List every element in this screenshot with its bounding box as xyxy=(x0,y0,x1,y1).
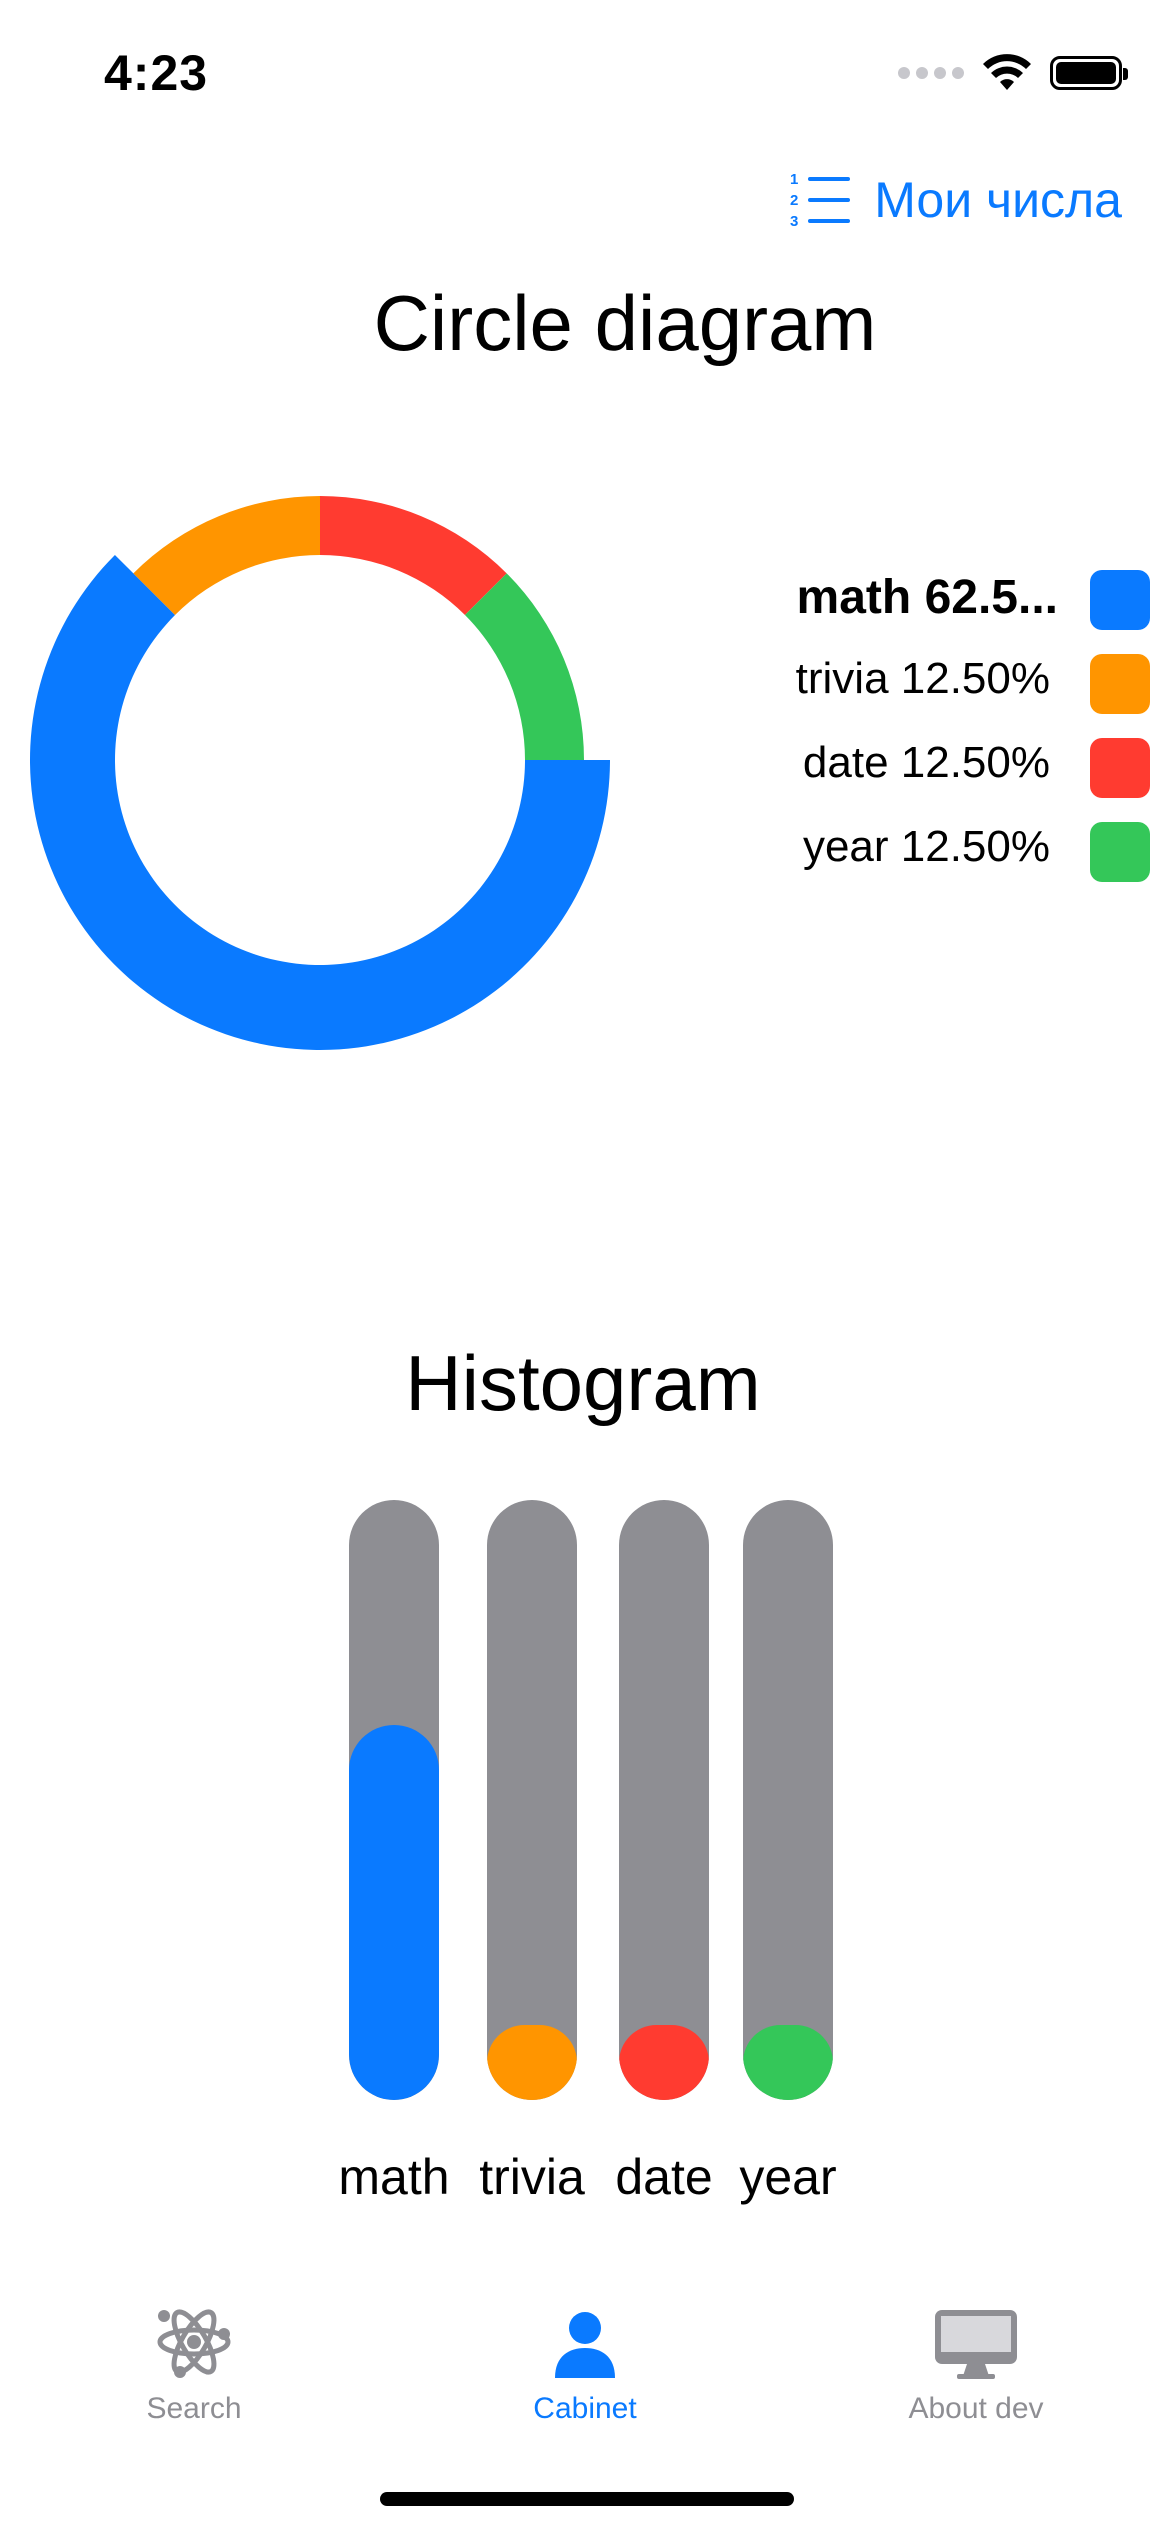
donut-chart-svg xyxy=(29,496,610,1050)
tab-cabinet[interactable]: Cabinet xyxy=(435,2290,735,2430)
donut-slice-math xyxy=(29,554,610,1050)
numbered-list-icon: 1 2 3 xyxy=(790,171,851,230)
legend-item-math: math 62.5... xyxy=(710,560,1150,644)
svg-text:2: 2 xyxy=(790,192,798,209)
legend-item-label: math 62.5... xyxy=(796,571,1058,624)
legend-item-label: year 12.50% xyxy=(802,822,1050,871)
svg-text:3: 3 xyxy=(790,213,798,230)
desktop-computer-icon xyxy=(935,2310,1017,2379)
legend-item-date: date 12.50% xyxy=(710,728,1150,812)
histogram-label-math: math xyxy=(338,2149,450,2205)
legend-swatch xyxy=(1090,822,1150,882)
legend-item-label: date 12.50% xyxy=(802,738,1050,787)
histogram-bar-date xyxy=(619,1500,709,2100)
legend-item-year: year 12.50% xyxy=(710,812,1150,896)
cellular-signal-icon xyxy=(898,67,964,79)
histogram-bar-trivia xyxy=(487,1500,577,2100)
legend-swatch xyxy=(1090,654,1150,714)
histogram-label-trivia: trivia xyxy=(479,2149,585,2205)
histogram-bar-fill xyxy=(619,2025,709,2100)
battery-icon xyxy=(1050,56,1128,90)
circle-diagram-title: Circle diagram xyxy=(373,279,877,367)
home-indicator xyxy=(380,2492,794,2506)
donut-slice-date xyxy=(320,496,507,616)
chart-legend: math 62.5... trivia 12.50% date 12.50% y… xyxy=(710,560,1150,896)
legend-item-label: trivia 12.50% xyxy=(795,654,1050,703)
histogram-bar-fill xyxy=(487,2025,577,2100)
histogram-title: Histogram xyxy=(405,1339,761,1427)
histogram-bar-year xyxy=(743,1500,833,2100)
legend-swatch xyxy=(1090,570,1150,630)
tab-bar: Search Cabinet About dev xyxy=(0,2290,1170,2460)
status-icons xyxy=(898,54,1128,92)
legend-swatch xyxy=(1090,738,1150,798)
my-numbers-button[interactable]: 1 2 3 Мои числа xyxy=(788,170,1122,230)
svg-text:1: 1 xyxy=(790,171,798,188)
wifi-icon xyxy=(983,54,1031,90)
donut-slice-year xyxy=(464,573,584,760)
histogram-bar-math xyxy=(349,1500,439,2100)
my-numbers-label: Мои числа xyxy=(874,172,1122,228)
tab-label: About dev xyxy=(908,2392,1044,2425)
histogram-bar-fill xyxy=(349,1725,439,2100)
tab-about-dev[interactable]: About dev xyxy=(826,2290,1126,2430)
legend-item-trivia: trivia 12.50% xyxy=(710,644,1150,728)
status-bar: 4:23 xyxy=(0,0,1170,150)
histogram-label-year: year xyxy=(739,2149,837,2205)
tab-label: Cabinet xyxy=(533,2392,637,2425)
status-time: 4:23 xyxy=(104,45,209,101)
tab-label: Search xyxy=(146,2392,242,2425)
donut-chart xyxy=(0,440,640,1080)
atom-icon xyxy=(157,2309,231,2378)
histogram-chart: math trivia date year xyxy=(0,1500,1170,2220)
donut-slice-trivia xyxy=(133,496,320,616)
histogram-bar-fill xyxy=(743,2025,833,2100)
person-icon xyxy=(555,2312,615,2378)
tab-search[interactable]: Search xyxy=(44,2290,344,2430)
histogram-label-date: date xyxy=(615,2149,713,2205)
